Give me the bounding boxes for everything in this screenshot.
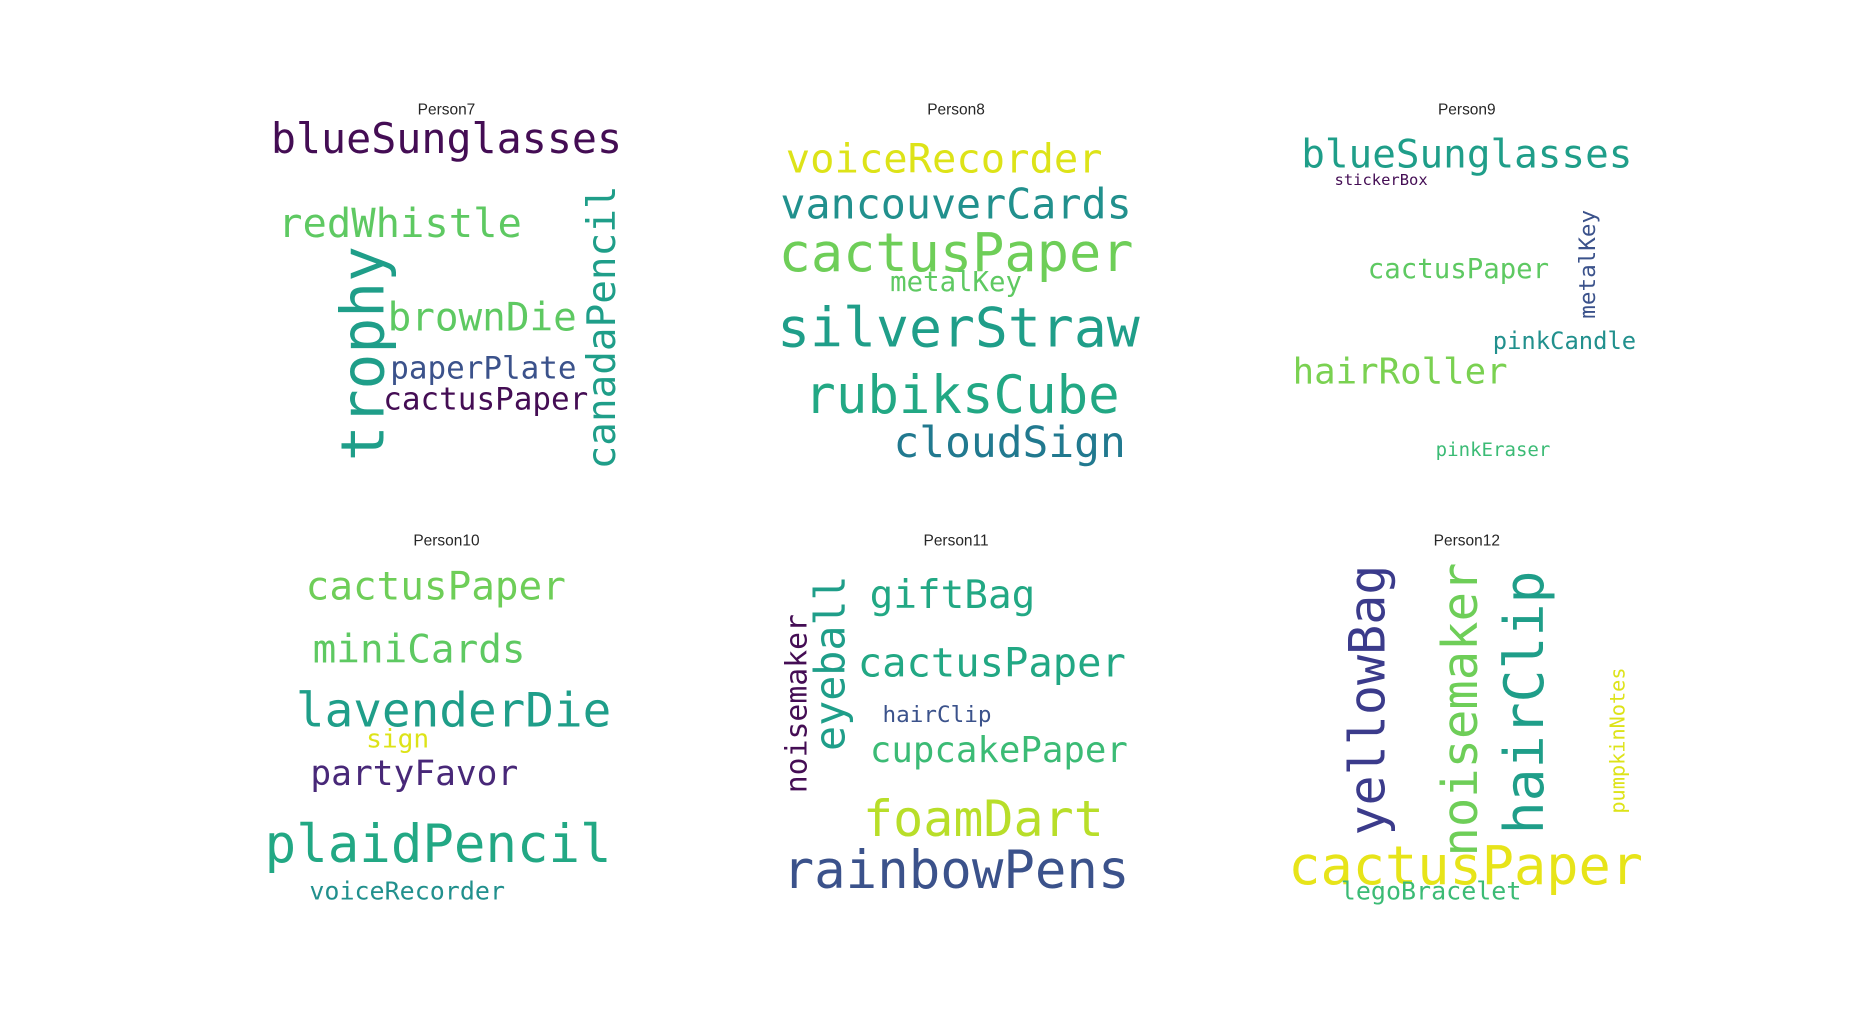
word: hairClip xyxy=(1491,570,1557,835)
panel-person9: Person9 blueSunglasses stickerBox metalK… xyxy=(1276,95,1657,488)
panel-title: Person9 xyxy=(1437,100,1496,118)
word: partyFavor xyxy=(310,753,519,794)
word: sign xyxy=(366,725,430,755)
word: legoBracelet xyxy=(1340,876,1522,906)
word: rubiksCube xyxy=(804,365,1120,427)
word: cloudSign xyxy=(893,419,1126,468)
word: metalKey xyxy=(890,267,1022,299)
word: blueSunglasses xyxy=(270,116,623,164)
word: noisemaker xyxy=(779,614,814,794)
word: yellowBag xyxy=(1338,564,1397,836)
panel-title: Person10 xyxy=(413,531,480,549)
word: cactusPaper xyxy=(1367,254,1550,286)
word: paperPlate xyxy=(390,351,577,387)
panel-title: Person12 xyxy=(1433,531,1500,549)
word: noisemaker xyxy=(1431,562,1489,857)
word: giftBag xyxy=(869,570,1036,618)
word: metalKey xyxy=(1574,209,1601,319)
word: trophy xyxy=(328,246,398,462)
word: pumpkinNotes xyxy=(1606,667,1631,814)
panel-title: Person8 xyxy=(927,100,985,118)
word: stickerBox xyxy=(1334,172,1428,190)
panel-person12: Person12 yellowBag noisemaker hairClip p… xyxy=(1276,526,1657,919)
panel-title: Person11 xyxy=(923,531,989,549)
word: cactusPaper xyxy=(383,382,589,418)
word: cactusPaper xyxy=(778,220,1134,284)
word: brownDie xyxy=(387,293,577,340)
word: cactusPaper xyxy=(857,639,1126,687)
word: pinkEraser xyxy=(1435,438,1551,461)
word: voiceRecorder xyxy=(785,135,1103,184)
word: cactusPaper xyxy=(1288,834,1644,898)
word: lavenderDie xyxy=(295,683,612,739)
word: hairClip xyxy=(882,701,992,729)
panel-person7: Person7 blueSunglasses redWhistle trophy… xyxy=(256,95,637,488)
panel-person11: Person11 giftBag eyeball noisemaker cact… xyxy=(766,526,1147,919)
word: pinkCandle xyxy=(1492,326,1637,355)
panel-person8: Person8 voiceRecorder vancouverCards cac… xyxy=(766,95,1147,488)
panel-person10: Person10 cactusPaper miniCards lavenderD… xyxy=(256,526,637,919)
word: cactusPaper xyxy=(305,562,566,609)
word: cupcakePaper xyxy=(869,729,1128,772)
word: rainbowPens xyxy=(782,840,1130,902)
word: eyeball xyxy=(807,575,856,751)
word: hairRoller xyxy=(1292,351,1508,393)
word: redWhistle xyxy=(278,200,522,248)
word: blueSunglasses xyxy=(1301,130,1633,177)
word: foamDart xyxy=(863,789,1104,848)
word: miniCards xyxy=(312,625,526,673)
word: silverStraw xyxy=(777,295,1140,360)
panel-title: Person7 xyxy=(417,100,476,118)
word: canadaPencil xyxy=(578,185,625,470)
word: voiceRecorder xyxy=(309,876,506,906)
word: plaidPencil xyxy=(264,814,612,876)
word: vancouverCards xyxy=(780,181,1132,230)
